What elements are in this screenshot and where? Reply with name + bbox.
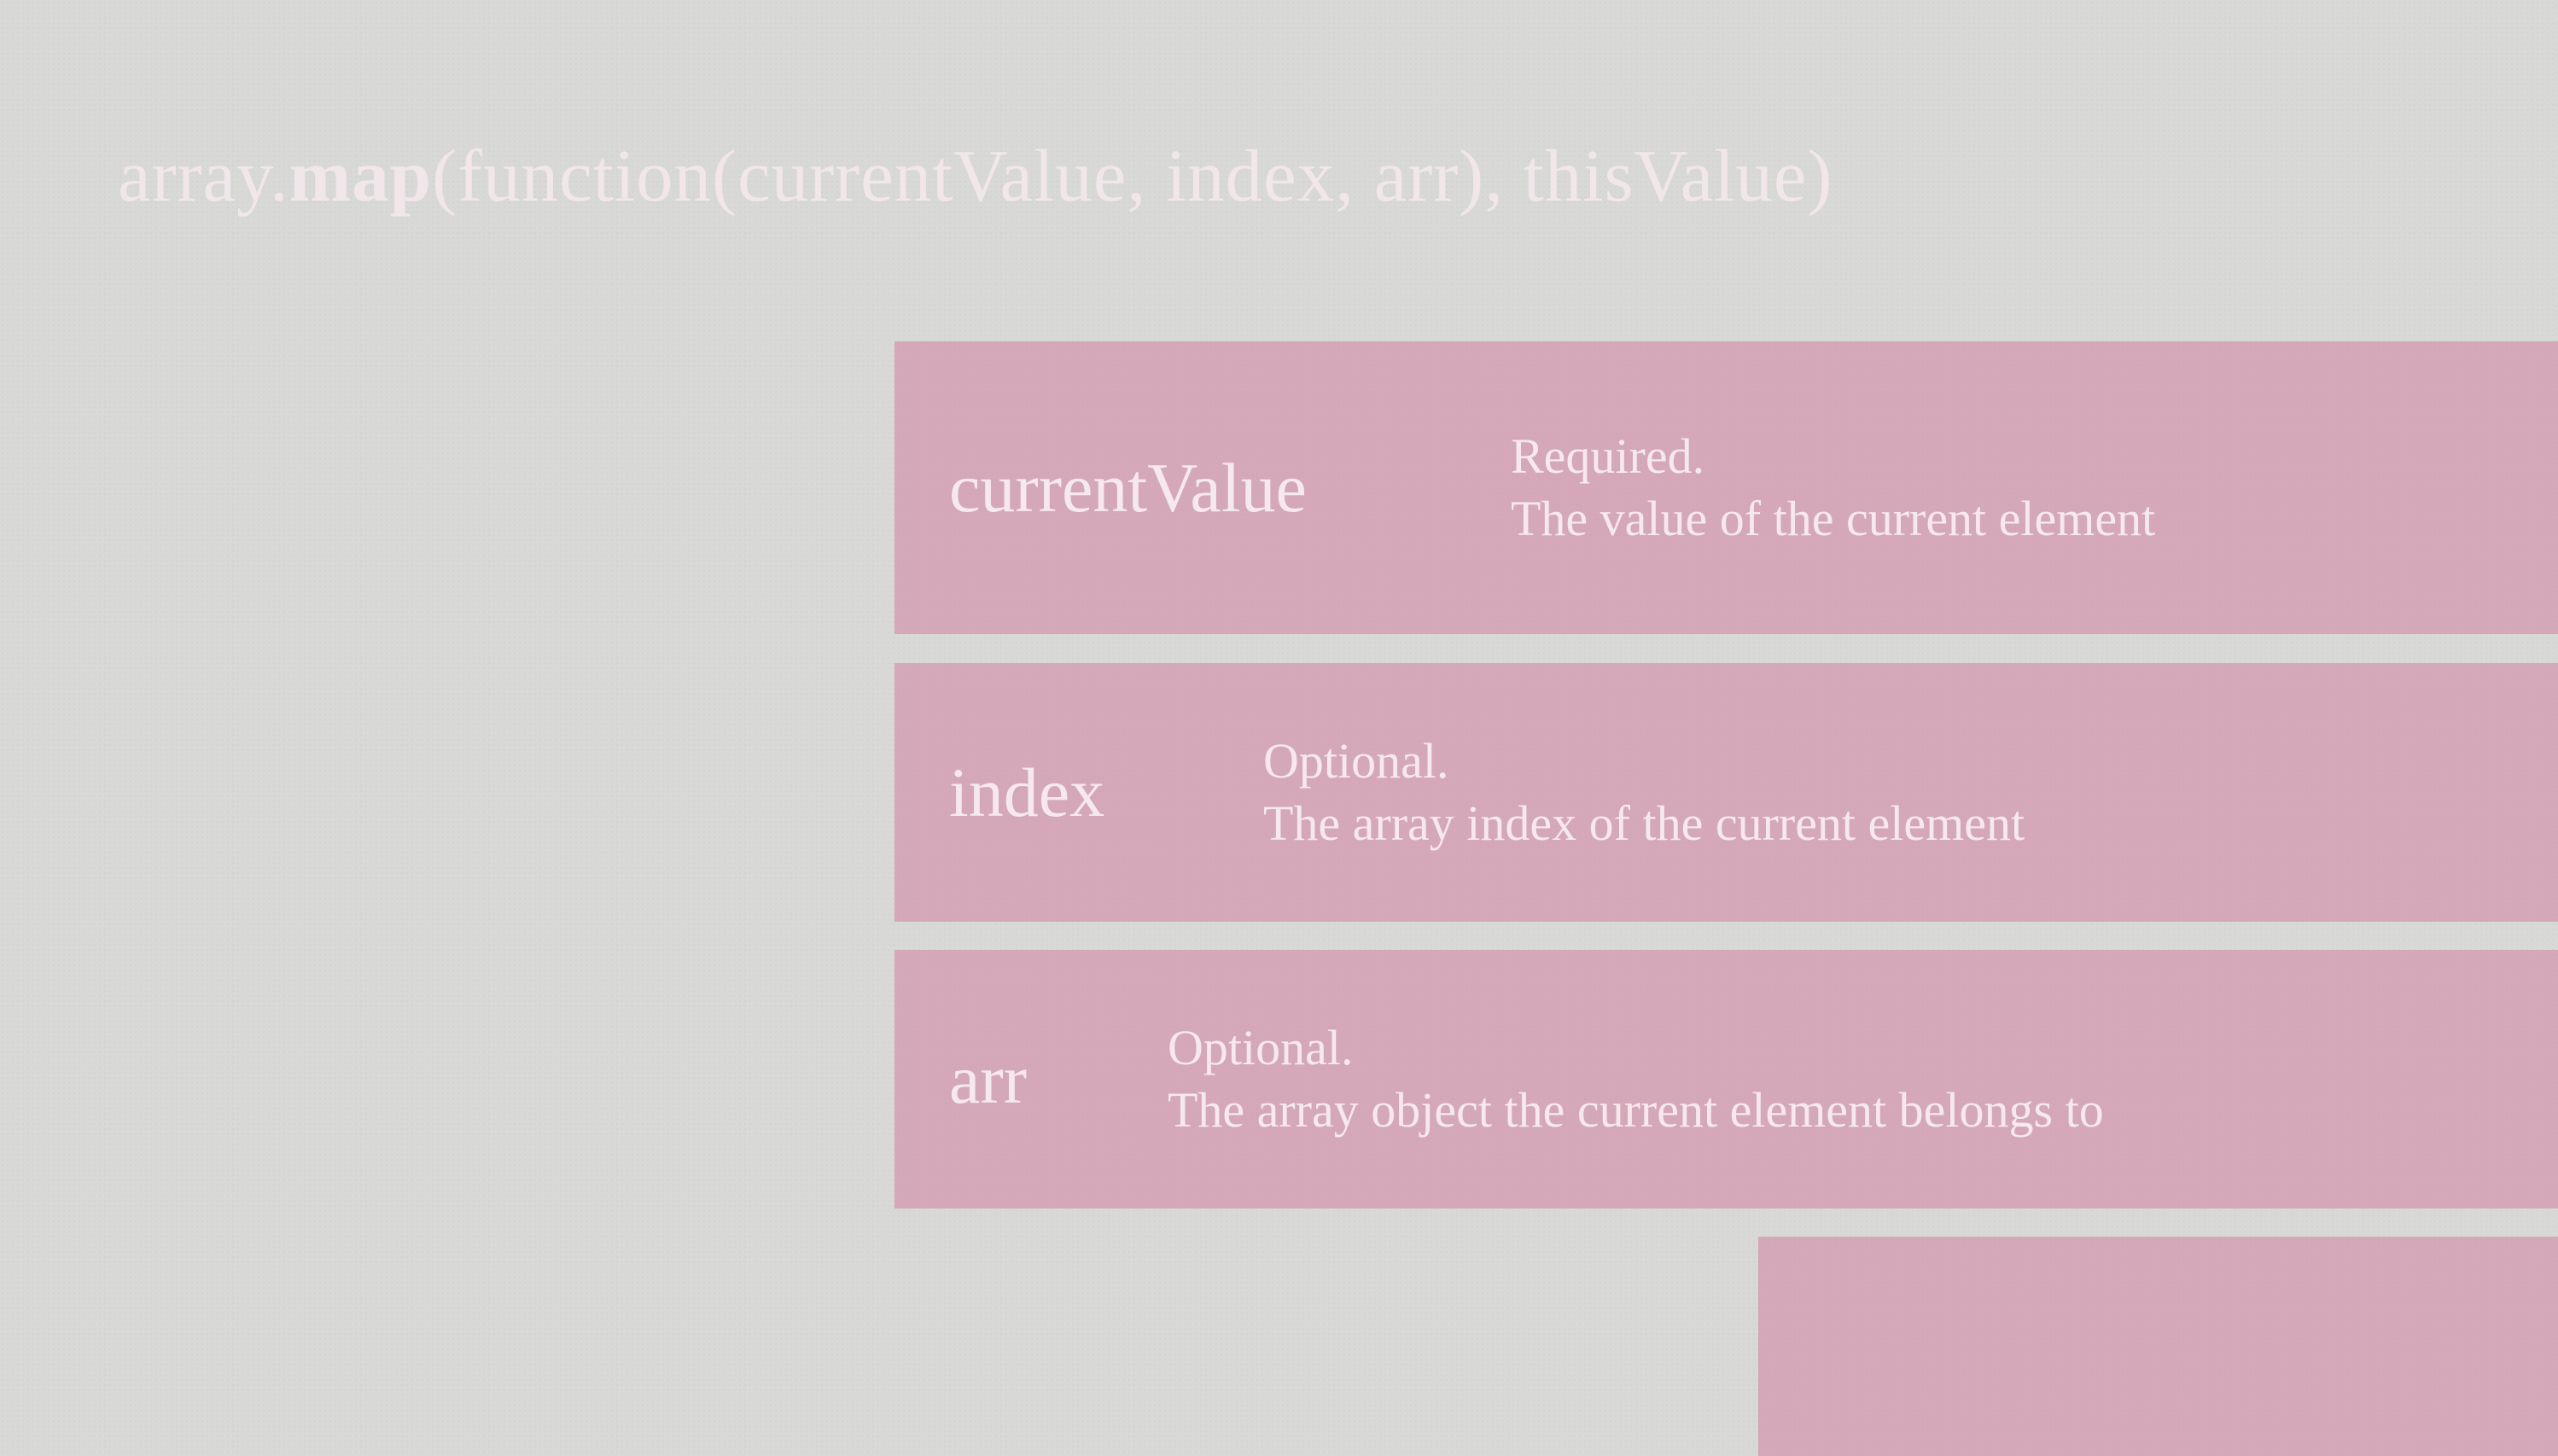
signature-suffix: (function(currentValue, index, arr), thi… (432, 134, 1833, 217)
param-name-currentvalue: currentValue (894, 448, 1511, 528)
method-signature: array.map(function(currentValue, index, … (118, 132, 1833, 218)
param-row-partial (1758, 1237, 2558, 1456)
signature-prefix: array. (118, 134, 289, 217)
param-row-arr: arr Optional. The array object the curre… (894, 950, 2558, 1208)
param-row-index: index Optional. The array index of the c… (894, 663, 2558, 922)
param-desc-line: The array object the current element bel… (1168, 1080, 2104, 1142)
param-desc-arr: Optional. The array object the current e… (1168, 1017, 2104, 1141)
param-row-currentvalue: currentValue Required. The value of the … (894, 341, 2558, 634)
param-desc-currentvalue: Required. The value of the current eleme… (1511, 426, 2155, 550)
param-desc-index: Optional. The array index of the current… (1263, 731, 2025, 854)
param-desc-line: Required. (1511, 426, 2155, 488)
param-desc-line: Optional. (1168, 1017, 2104, 1080)
param-desc-line: The array index of the current element (1263, 793, 2025, 855)
param-name-index: index (894, 753, 1263, 833)
signature-method-name: map (289, 134, 432, 217)
param-name-arr: arr (894, 1040, 1168, 1120)
param-desc-line: The value of the current element (1511, 488, 2155, 550)
param-desc-line: Optional. (1263, 731, 2025, 793)
